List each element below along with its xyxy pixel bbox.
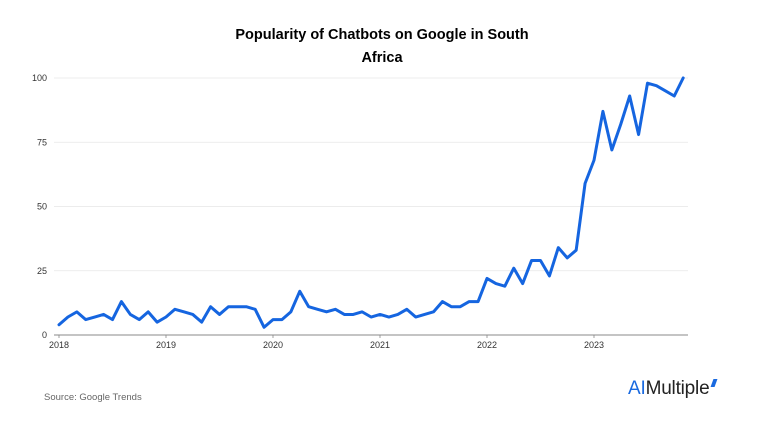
x-tick-label: 2022: [477, 340, 497, 350]
y-tick-label: 50: [37, 202, 47, 212]
x-tick-label: 2018: [49, 340, 69, 350]
source-note: Source: Google Trends: [44, 392, 142, 403]
logo-ai-text: AI: [628, 378, 646, 399]
y-tick-label: 0: [42, 330, 47, 340]
chart-title: Popularity of Chatbots on Google in Sout…: [0, 24, 764, 70]
series-line: [57, 76, 685, 329]
y-tick-label: 25: [37, 266, 47, 276]
y-tick-label: 100: [32, 73, 47, 83]
logo-multiple-text: Multiple: [645, 378, 710, 399]
x-tick-label: 2020: [263, 340, 283, 350]
aimultiple-logo: AIMultiple: [628, 378, 718, 400]
x-tick-label: 2019: [156, 340, 176, 350]
y-tick-label: 75: [37, 137, 47, 147]
chart-title-line-1: Popularity of Chatbots on Google in Sout…: [235, 27, 529, 43]
x-tick-label: 2023: [584, 340, 604, 350]
chart-title-line-2: Africa: [361, 50, 403, 66]
x-tick-label: 2021: [370, 340, 390, 350]
